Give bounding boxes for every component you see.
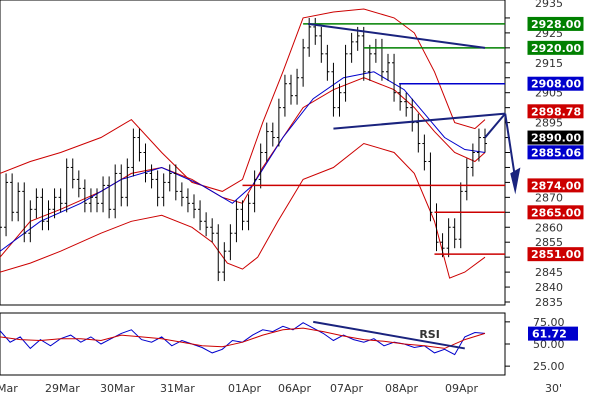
bollinger-upper-line [0,8,486,192]
level-label: 2920.00 [531,42,581,55]
rsi-title: RSI [419,328,440,341]
level-label: 2851.00 [531,248,581,261]
level-label-box [527,40,584,55]
level-label: 2890.00 [531,132,581,145]
moving-average-line [0,71,486,252]
level-label: 2898.78 [531,105,581,118]
level-label-box [527,130,584,145]
price-y-tick-label: 2855 [535,236,563,249]
level-label: 2908.00 [531,78,581,91]
price-y-tick-label: 2915 [535,57,563,70]
level-label-box [527,247,584,262]
level-label: 2865.00 [531,206,581,219]
x-axis-label: 07Apr [330,382,364,395]
rsi-trendline [313,320,465,350]
level-label-box [527,205,584,220]
forecast-arrow-segment-2 [504,113,517,180]
trendline-upper [308,22,486,49]
rsi-y-tick-label: 75.00 [533,316,565,329]
price-y-tick-label: 2870 [535,191,563,204]
level-label-box [527,178,584,193]
x-axis-label: 09Apr [445,382,479,395]
x-axis-label: 08Apr [385,382,419,395]
rsi-signal-line [0,327,486,349]
price-y-tick-label: 2860 [535,221,563,234]
price-y-tick-label: 2935 [535,0,563,10]
forecast-arrow-segment-1 [484,112,506,139]
x-axis-label: 06Apr [278,382,312,395]
price-y-tick-label: 2840 [535,281,563,294]
rsi-value-box [528,326,578,341]
price-y-tick-label: 2835 [535,296,563,309]
rsi-y-tick-label: 50.00 [533,338,565,351]
price-y-tick-label: 2895 [535,117,563,130]
x-axis-label: 01Apr [228,382,262,395]
level-label: 2874.00 [531,179,581,192]
x-axis-label: 30Mar [100,382,135,395]
trendline-lower [333,112,506,130]
level-label: 2928.00 [531,18,581,31]
x-axis-label: 31Mar [160,382,195,395]
level-label: 2885.06 [531,146,581,159]
level-label-box [527,145,584,160]
x-axis-label: 6Mar [0,382,18,395]
x-axis-label: 30' [545,382,562,395]
rsi-value-label: 61.72 [532,328,567,341]
x-axis-label: 29Mar [45,382,80,395]
rsi-panel-frame [0,312,506,376]
level-label-box [527,16,584,31]
price-y-tick-label: 2845 [535,266,563,279]
bollinger-lower-line [0,142,486,279]
rsi-y-tick-label: 25.00 [533,360,565,373]
level-label-box [527,104,584,119]
level-label-box [527,76,584,91]
forecast-arrow-head [510,167,521,195]
